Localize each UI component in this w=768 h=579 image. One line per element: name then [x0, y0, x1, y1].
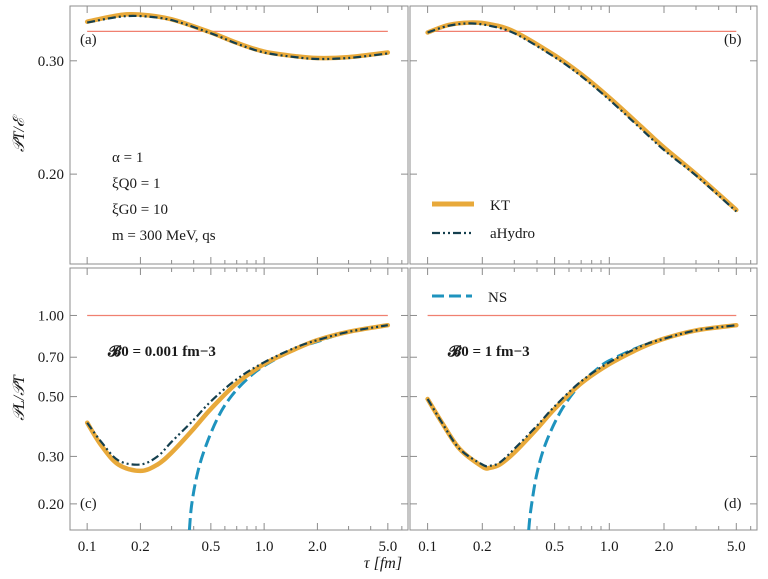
panel-frame-c — [69, 267, 409, 531]
x-tick-label: 0.1 — [78, 539, 97, 555]
x-tick-label: 1.0 — [255, 539, 274, 555]
series-ns-line — [187, 323, 389, 531]
y-axis-label-bottom: 𝒫L/𝒫T — [11, 374, 28, 420]
x-tick-label: 0.5 — [545, 539, 564, 555]
tick-marks — [70, 6, 757, 530]
series-ns-line — [527, 323, 737, 531]
legend-kt-label: KT — [490, 198, 510, 214]
param-mass: m = 300 MeV, qs — [112, 228, 216, 244]
panel-frame-a — [69, 5, 409, 265]
panel-frame-d — [409, 267, 758, 531]
x-tick-label: 0.2 — [473, 539, 492, 555]
y-tick-label: 0.20 — [38, 167, 64, 183]
tick-labels: 0.20 0.30 0.1 0.2 0.5 1.0 2.0 5.0 0.20 0.30 0.50 0.… — [38, 54, 746, 555]
x-tick-label: 0.2 — [131, 539, 150, 555]
series-ahydro-line — [426, 324, 737, 468]
x-tick-label: 0.1 — [418, 539, 437, 555]
plot-curves — [84, 11, 739, 531]
y-axis-label-top: 𝒫T/ℰ — [11, 114, 28, 152]
y-tick-label: 0.50 — [38, 390, 64, 406]
y-tick-label: 0.20 — [38, 497, 64, 513]
series-kt-line — [425, 20, 739, 213]
param-xiq: ξQ0 = 1 — [112, 176, 160, 192]
series-ahydro-line — [86, 14, 388, 61]
legend-ahydro-label: aHydro — [490, 226, 535, 242]
y-tick-label: 0.70 — [38, 350, 64, 366]
x-tick-label: 0.5 — [201, 539, 220, 555]
panel-label-d: (d) — [724, 496, 742, 512]
series-ahydro-line — [86, 324, 388, 466]
annotation-b0-d: 𝓑0 = 1 fm−3 — [447, 344, 530, 360]
param-xig: ξG0 = 10 — [112, 202, 168, 218]
y-tick-label: 1.00 — [38, 308, 64, 324]
x-tick-label: 1.0 — [600, 539, 619, 555]
series-ahydro-line — [427, 22, 738, 213]
x-tick-label: 5.0 — [378, 539, 397, 555]
x-tick-label: 2.0 — [308, 539, 327, 555]
x-tick-label: 2.0 — [655, 539, 674, 555]
param-alpha: α = 1 — [112, 150, 143, 166]
panel-label-b: (b) — [724, 32, 742, 48]
series-kt-line — [84, 11, 391, 61]
y-tick-label: 0.30 — [38, 54, 64, 70]
x-axis-label: τ [fm] — [364, 555, 402, 572]
x-tick-label: 5.0 — [727, 539, 746, 555]
annotation-b0-c: 𝓑0 = 0.001 fm−3 — [107, 344, 216, 360]
panel-label-c: (c) — [80, 496, 97, 512]
legend-ns-label: NS — [488, 290, 507, 306]
panel-frame-b — [409, 5, 758, 265]
panel-label-a: (a) — [80, 32, 97, 48]
y-tick-label: 0.30 — [38, 449, 64, 465]
